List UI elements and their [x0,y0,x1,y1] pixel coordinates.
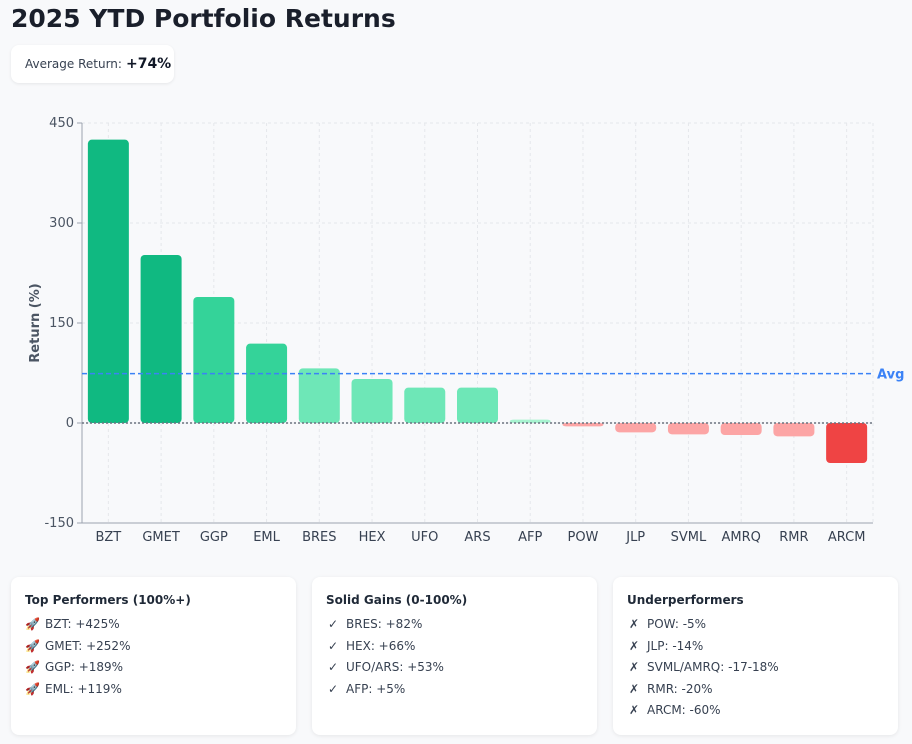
cross-icon: ✗ [628,660,640,674]
card-title: Underperformers [627,593,744,607]
card-list-item: ✗ RMR: -20% [627,682,884,704]
rocket-icon: 🚀 [25,617,40,631]
page-title: 2025 YTD Portfolio Returns [11,4,396,33]
check-icon: ✓ [327,638,339,653]
x-tick-label: BRES [302,530,336,545]
x-tick-label: AMRQ [721,530,760,545]
card-list-item: 🚀 EML: +119% [25,682,282,704]
x-tick-label: ARCM [828,530,866,545]
card-list: ✗ POW: -5% ✗ JLP: -14% ✗ SVML/AMRQ: -17-18% ✗ R… [627,617,884,725]
bar-svml [667,423,709,435]
bar-eml [246,343,288,423]
rocket-icon: 🚀 [25,660,40,674]
bar-amrq [720,423,762,435]
bar-rmr [773,423,815,437]
cross-icon: ✗ [628,703,640,717]
bar-gmet [140,255,182,423]
card-item-text: GMET: +252% [45,638,131,653]
y-tick-label: 300 [49,216,74,231]
x-tick-label: AFP [518,530,542,545]
check-icon: ✓ [327,617,339,631]
x-tick-label: RMR [779,530,808,545]
cross-icon: ✗ [628,617,640,631]
card-list-item: 🚀 GMET: +252% [25,639,282,661]
y-tick-label: 0 [66,416,74,431]
x-tick-label: UFO [411,530,438,545]
card-item-text: RMR: -20% [647,681,713,696]
x-tick-label: GGP [200,530,228,545]
rocket-icon: 🚀 [25,638,40,653]
card-list: 🚀 BZT: +425% 🚀 GMET: +252% 🚀 GGP: +189% 🚀 EML: … [25,617,282,703]
bar-ars [457,387,498,423]
cross-icon: ✗ [628,638,640,653]
card-list-item: ✗ ARCM: -60% [627,703,884,725]
y-tick-label: 450 [49,116,74,131]
bar-bzt [87,139,129,423]
x-tick-label: SVML [671,530,707,545]
card-title: Solid Gains (0-100%) [326,593,468,607]
bar-afp [509,419,551,423]
card-list-item: 🚀 GGP: +189% [25,660,282,682]
y-tick-label: 150 [49,316,74,331]
card-list-item: ✓ BRES: +82% [326,617,583,639]
card-list-item: ✓ UFO/ARS: +53% [326,660,583,682]
card-item-text: ARCM: -60% [647,703,721,717]
average-return-card: Average Return: +74% [11,45,174,83]
card-list-item: ✓ AFP: +5% [326,682,583,704]
average-line-label: Avg [877,368,904,383]
card-item-text: BRES: +82% [346,617,423,631]
x-tick-label: GMET [142,530,180,545]
bar-bres [298,368,340,423]
average-return-value: +74% [125,56,172,72]
card-list-item: ✗ JLP: -14% [627,639,884,661]
bar-jlp [615,423,657,433]
card-title: Top Performers (100%+) [25,593,191,607]
check-icon: ✓ [327,660,339,674]
card-top-performers: Top Performers (100%+) 🚀 BZT: +425% 🚀 GMET:… [11,577,296,735]
y-tick-label: -150 [44,516,74,531]
x-tick-label: BZT [95,530,121,545]
x-tick-label: JLP [625,530,645,545]
x-tick-label: ARS [464,530,490,545]
card-item-text: AFP: +5% [346,681,406,696]
card-item-text: EML: +119% [45,681,122,696]
x-tick-label: HEX [359,530,386,545]
check-icon: ✓ [327,681,339,696]
card-item-text: HEX: +66% [346,638,416,653]
card-underperformers: Underperformers ✗ POW: -5% ✗ JLP: -14% ✗ SVML… [613,577,898,735]
y-axis-label: Return (%) [28,283,43,362]
bar-chart: -150 0 150 300 450 Return (%) BZT GMET GGP EML BRE… [28,116,904,545]
bar-ufo [404,387,446,423]
bar-arcm [826,423,868,463]
card-item-text: UFO/ARS: +53% [346,660,444,674]
card-list-item: ✓ HEX: +66% [326,639,583,661]
card-list-item: ✗ SVML/AMRQ: -17-18% [627,660,884,682]
card-item-text: JLP: -14% [647,638,704,653]
card-item-text: BZT: +425% [45,617,120,631]
card-item-text: SVML/AMRQ: -17-18% [647,660,779,674]
average-return-label: Average Return: [25,57,122,71]
bar-hex [351,379,393,423]
bar-ggp [193,297,235,423]
card-item-text: POW: -5% [647,617,707,631]
card-list-item: ✗ POW: -5% [627,617,884,639]
rocket-icon: 🚀 [25,681,40,696]
x-tick-label: EML [253,530,280,545]
x-tick-label: POW [567,530,598,545]
card-list: ✓ BRES: +82% ✓ HEX: +66% ✓ UFO/ARS: +53% ✓ AFP:… [326,617,583,703]
card-list-item: 🚀 BZT: +425% [25,617,282,639]
cross-icon: ✗ [628,681,640,696]
card-item-text: GGP: +189% [45,660,124,674]
bar-pow [562,423,604,427]
card-solid-gains: Solid Gains (0-100%) ✓ BRES: +82% ✓ HEX: +6… [312,577,597,735]
